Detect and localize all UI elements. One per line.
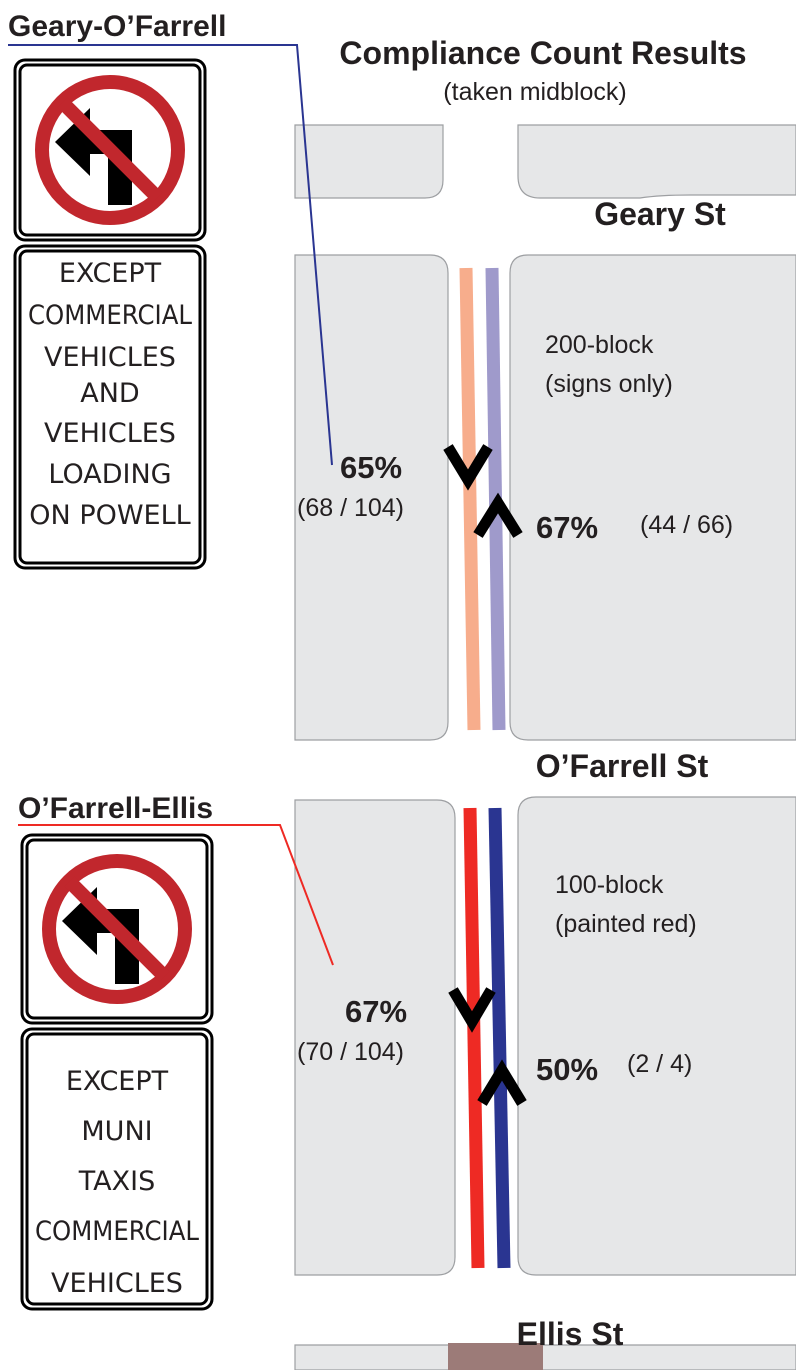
segment-label: Geary-O’Farrell bbox=[8, 10, 226, 43]
sign-text: EXCEPT bbox=[59, 258, 162, 289]
sign-text: EXCEPT bbox=[66, 1066, 169, 1097]
count: (44 / 66) bbox=[640, 511, 733, 539]
count: (2 / 4) bbox=[627, 1050, 692, 1078]
prohibition-slash bbox=[64, 876, 170, 982]
prohibition-ring bbox=[35, 75, 185, 225]
sign-border bbox=[18, 63, 202, 237]
sign-text: AND bbox=[80, 378, 139, 409]
leader-line bbox=[18, 824, 334, 966]
sign: EXCEPT COMMERCIAL VEHICLES AND VEHICLES LOADI… bbox=[13, 58, 207, 570]
map bbox=[294, 124, 796, 1370]
sign-border bbox=[25, 1032, 209, 1306]
block bbox=[294, 1344, 796, 1370]
lane-northbound bbox=[488, 807, 511, 1269]
sign-plate bbox=[13, 244, 207, 570]
prohibition-ring bbox=[42, 854, 192, 1004]
sign-text: COMMERCIAL bbox=[35, 1216, 199, 1247]
block bbox=[294, 254, 449, 741]
block-label: (painted red) bbox=[555, 910, 697, 938]
sign-text: VEHICLES bbox=[44, 342, 176, 373]
sign-text: TAXIS bbox=[78, 1166, 155, 1197]
sign-text: COMMERCIAL bbox=[28, 300, 192, 331]
title: Compliance Count Results bbox=[339, 35, 746, 71]
sign-text: VEHICLES bbox=[51, 1268, 183, 1299]
sign: EXCEPT MUNI TAXIS COMMERCIAL VEHICLES bbox=[20, 833, 214, 1311]
turn-arrow bbox=[55, 108, 132, 205]
signs: EXCEPT COMMERCIAL VEHICLES AND VEHICLES LOADI… bbox=[13, 58, 214, 1311]
building bbox=[448, 1343, 543, 1370]
pct: 65% bbox=[340, 450, 402, 485]
block bbox=[294, 799, 456, 1276]
pct: 50% bbox=[536, 1052, 598, 1087]
segment-label: O’Farrell-Ellis bbox=[18, 792, 213, 825]
sign-text: MUNI bbox=[81, 1116, 152, 1147]
street-label: O’Farrell St bbox=[536, 748, 709, 784]
count: (68 / 104) bbox=[297, 494, 404, 522]
sign-text: ON POWELL bbox=[29, 500, 190, 531]
street-label: Geary St bbox=[594, 196, 726, 232]
turn-arrow bbox=[62, 887, 139, 984]
sign-plate bbox=[20, 1027, 214, 1311]
sign-border bbox=[25, 838, 209, 1020]
arrow-up bbox=[473, 492, 523, 538]
block-label: (signs only) bbox=[545, 370, 673, 398]
lane-southbound bbox=[459, 267, 481, 731]
street-label: Ellis St bbox=[517, 1316, 624, 1352]
count: (70 / 104) bbox=[297, 1038, 404, 1066]
sign-border bbox=[18, 249, 202, 565]
sign-text: LOADING bbox=[48, 459, 171, 490]
arrow-down bbox=[443, 444, 493, 491]
block bbox=[517, 796, 796, 1276]
block bbox=[509, 254, 796, 741]
subtitle: (taken midblock) bbox=[443, 78, 626, 106]
pct: 67% bbox=[345, 994, 407, 1029]
arrow-up bbox=[477, 1059, 527, 1106]
prohibition-slash bbox=[57, 97, 163, 203]
arrow-down bbox=[448, 987, 496, 1033]
block-label: 100-block bbox=[555, 871, 664, 899]
sign-text: VEHICLES bbox=[44, 418, 176, 449]
leader-line bbox=[8, 44, 333, 466]
lane-southbound bbox=[463, 807, 485, 1269]
block bbox=[294, 124, 444, 199]
block bbox=[517, 124, 796, 199]
pct: 67% bbox=[536, 510, 598, 545]
block-label: 200-block bbox=[545, 331, 654, 359]
